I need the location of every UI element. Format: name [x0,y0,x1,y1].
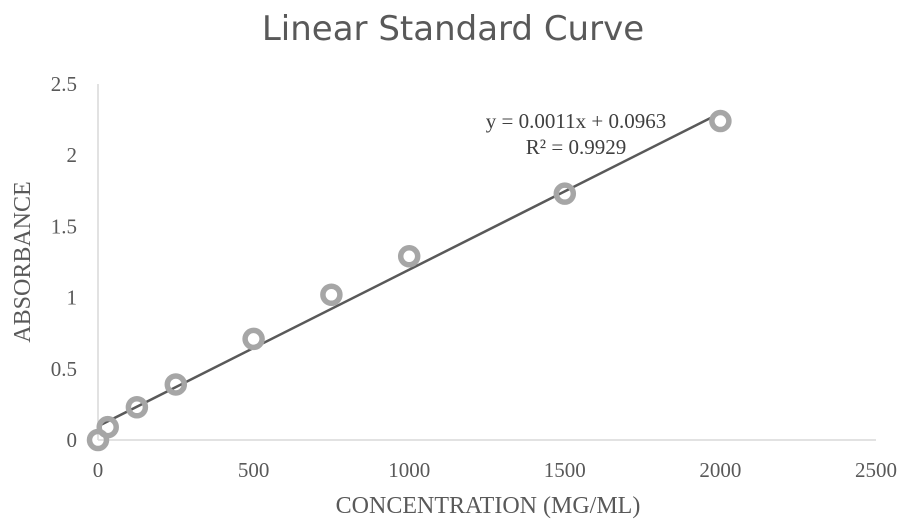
y-tick-label: 0 [67,428,78,452]
x-tick-labels: 0 500 1000 1500 2000 2500 [93,458,897,482]
data-point [553,182,577,205]
y-tick-label: 2.5 [51,72,77,96]
data-point [397,245,421,268]
x-axis-label: CONCENTRATION (MG/ML) [336,493,641,519]
data-point [125,395,149,419]
chart-title: Linear Standard Curve [262,9,644,49]
y-tick-label: 2 [67,143,78,167]
data-point [96,415,119,439]
trendline-r-squared: R² = 0.9929 [526,135,626,159]
x-tick-label: 0 [93,458,104,482]
x-tick-label: 1500 [544,458,586,482]
y-axis-label: ABSORBANCE [10,181,36,342]
y-tick-label: 0.5 [51,357,77,381]
trendline [97,111,721,428]
y-tick-label: 1 [67,286,78,310]
data-point [320,283,343,307]
x-tick-label: 500 [238,458,270,482]
y-tick-labels: 0 0.5 1 1.5 2 2.5 [51,72,77,452]
plot-area: 0 500 1000 1500 2000 2500 0 0.5 1 1.5 2 2.5 [51,72,897,482]
x-tick-label: 2000 [699,458,741,482]
data-point [242,327,265,351]
trendline-equation: y = 0.0011x + 0.0963 [486,109,666,133]
data-point [709,109,732,133]
data-points [86,109,732,452]
data-point [164,373,188,396]
y-tick-label: 1.5 [51,214,77,238]
x-tick-label: 1000 [388,458,430,482]
x-tick-label: 2500 [855,458,897,482]
